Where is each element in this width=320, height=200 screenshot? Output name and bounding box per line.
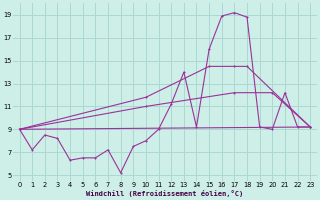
X-axis label: Windchill (Refroidissement éolien,°C): Windchill (Refroidissement éolien,°C)	[86, 190, 244, 197]
